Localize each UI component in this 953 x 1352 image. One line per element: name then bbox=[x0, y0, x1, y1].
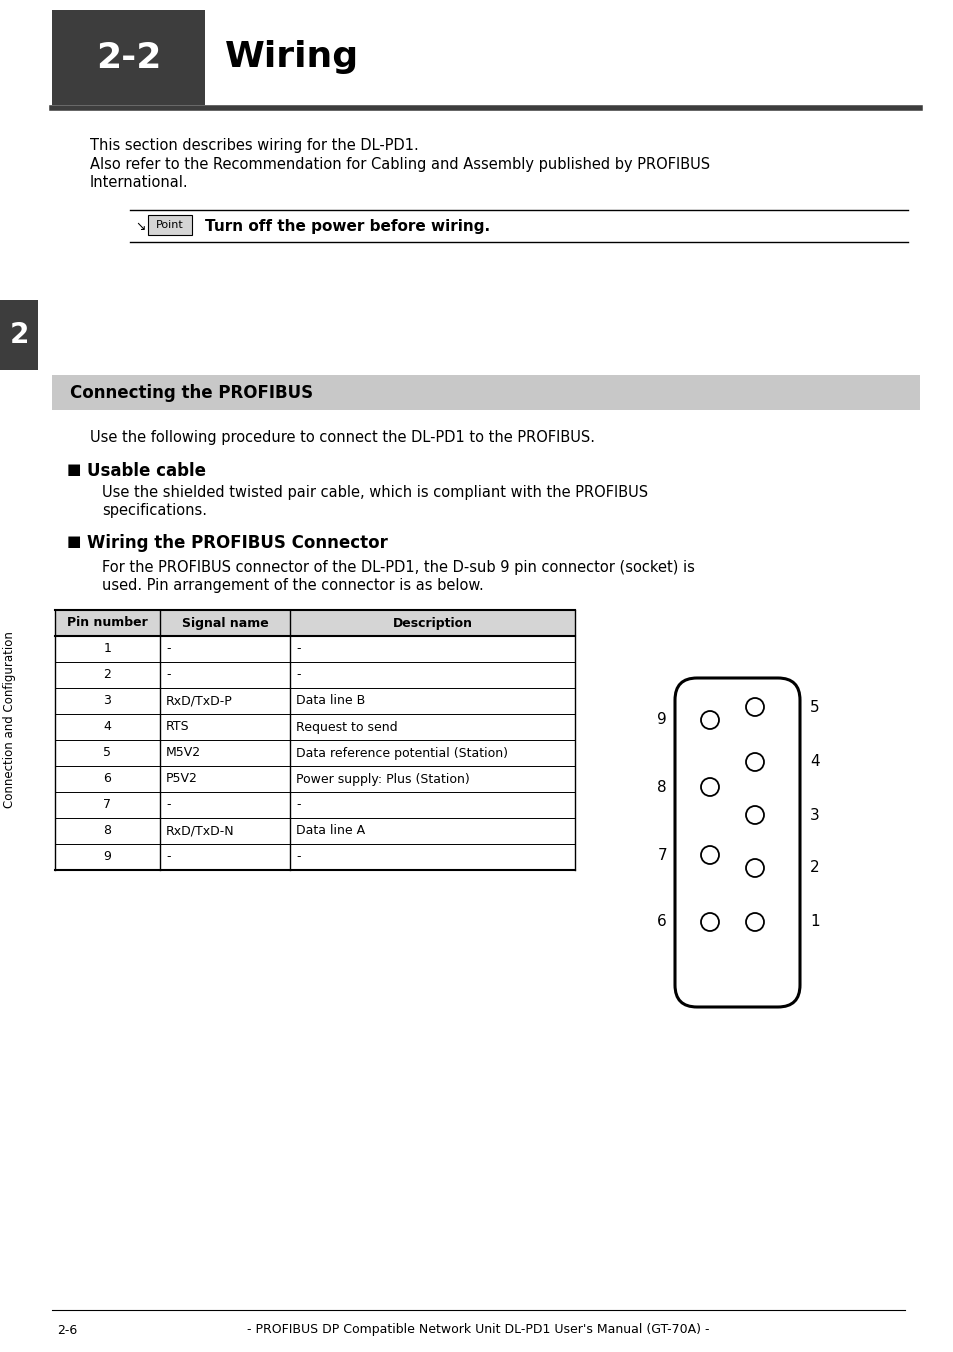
Text: 1: 1 bbox=[809, 914, 819, 930]
Text: 3: 3 bbox=[104, 695, 112, 707]
Text: RxD/TxD-N: RxD/TxD-N bbox=[166, 825, 234, 837]
Text: Use the shielded twisted pair cable, which is compliant with the PROFIBUS: Use the shielded twisted pair cable, whi… bbox=[102, 485, 647, 500]
Circle shape bbox=[700, 846, 719, 864]
Text: 6: 6 bbox=[657, 914, 666, 930]
Circle shape bbox=[745, 753, 763, 771]
Text: 6: 6 bbox=[104, 772, 112, 786]
Text: ■: ■ bbox=[67, 462, 81, 477]
Text: 8: 8 bbox=[657, 780, 666, 795]
Text: Connecting the PROFIBUS: Connecting the PROFIBUS bbox=[70, 384, 313, 402]
Text: Request to send: Request to send bbox=[295, 721, 397, 734]
Text: 5: 5 bbox=[809, 699, 819, 714]
Text: 3: 3 bbox=[809, 807, 819, 822]
FancyBboxPatch shape bbox=[675, 677, 800, 1007]
FancyBboxPatch shape bbox=[52, 375, 919, 410]
FancyBboxPatch shape bbox=[148, 215, 192, 235]
Text: Point: Point bbox=[156, 220, 184, 230]
Text: -: - bbox=[166, 799, 171, 811]
Text: 2: 2 bbox=[104, 668, 112, 681]
Text: RTS: RTS bbox=[166, 721, 190, 734]
FancyBboxPatch shape bbox=[55, 610, 575, 635]
Text: -: - bbox=[166, 642, 171, 656]
Text: 2-6: 2-6 bbox=[57, 1324, 77, 1337]
Text: -: - bbox=[295, 642, 300, 656]
Text: - PROFIBUS DP Compatible Network Unit DL-PD1 User's Manual (GT-70A) -: - PROFIBUS DP Compatible Network Unit DL… bbox=[247, 1324, 708, 1337]
Text: -: - bbox=[166, 850, 171, 864]
Text: 2: 2 bbox=[10, 320, 29, 349]
Text: 7: 7 bbox=[103, 799, 112, 811]
Text: This section describes wiring for the DL-PD1.: This section describes wiring for the DL… bbox=[90, 138, 418, 153]
Text: Use the following procedure to connect the DL-PD1 to the PROFIBUS.: Use the following procedure to connect t… bbox=[90, 430, 595, 445]
Text: 8: 8 bbox=[103, 825, 112, 837]
Text: RxD/TxD-P: RxD/TxD-P bbox=[166, 695, 233, 707]
Text: 2: 2 bbox=[809, 860, 819, 876]
FancyBboxPatch shape bbox=[52, 9, 205, 105]
Circle shape bbox=[745, 859, 763, 877]
Text: Connection and Configuration: Connection and Configuration bbox=[4, 631, 16, 808]
Text: Usable cable: Usable cable bbox=[87, 462, 206, 480]
Text: 7: 7 bbox=[657, 848, 666, 863]
Text: 5: 5 bbox=[103, 746, 112, 760]
Text: specifications.: specifications. bbox=[102, 503, 207, 518]
Text: 9: 9 bbox=[104, 850, 112, 864]
Text: 2-2: 2-2 bbox=[95, 41, 161, 74]
Circle shape bbox=[700, 913, 719, 932]
Circle shape bbox=[700, 777, 719, 796]
Text: used. Pin arrangement of the connector is as below.: used. Pin arrangement of the connector i… bbox=[102, 579, 483, 594]
Text: International.: International. bbox=[90, 174, 189, 191]
Text: -: - bbox=[166, 668, 171, 681]
Text: Wiring the PROFIBUS Connector: Wiring the PROFIBUS Connector bbox=[87, 534, 388, 552]
FancyBboxPatch shape bbox=[0, 300, 38, 370]
Text: Description: Description bbox=[392, 617, 472, 630]
Text: Data reference potential (Station): Data reference potential (Station) bbox=[295, 746, 507, 760]
Text: 4: 4 bbox=[104, 721, 112, 734]
Text: Signal name: Signal name bbox=[181, 617, 268, 630]
Text: 4: 4 bbox=[809, 754, 819, 769]
Text: Data line A: Data line A bbox=[295, 825, 365, 837]
Text: ↘: ↘ bbox=[135, 219, 146, 233]
Circle shape bbox=[745, 913, 763, 932]
Text: Turn off the power before wiring.: Turn off the power before wiring. bbox=[205, 219, 490, 234]
Text: -: - bbox=[295, 668, 300, 681]
Text: Data line B: Data line B bbox=[295, 695, 365, 707]
Text: Power supply: Plus (Station): Power supply: Plus (Station) bbox=[295, 772, 469, 786]
Text: -: - bbox=[295, 799, 300, 811]
Text: Also refer to the Recommendation for Cabling and Assembly published by PROFIBUS: Also refer to the Recommendation for Cab… bbox=[90, 157, 709, 172]
Circle shape bbox=[745, 698, 763, 717]
Text: -: - bbox=[295, 850, 300, 864]
Text: 9: 9 bbox=[657, 713, 666, 727]
Text: ■: ■ bbox=[67, 534, 81, 549]
Text: P5V2: P5V2 bbox=[166, 772, 197, 786]
Text: M5V2: M5V2 bbox=[166, 746, 201, 760]
Text: 1: 1 bbox=[104, 642, 112, 656]
Text: For the PROFIBUS connector of the DL-PD1, the D-sub 9 pin connector (socket) is: For the PROFIBUS connector of the DL-PD1… bbox=[102, 560, 694, 575]
Circle shape bbox=[700, 711, 719, 729]
Text: Pin number: Pin number bbox=[67, 617, 148, 630]
Circle shape bbox=[745, 806, 763, 823]
Text: Wiring: Wiring bbox=[225, 41, 358, 74]
